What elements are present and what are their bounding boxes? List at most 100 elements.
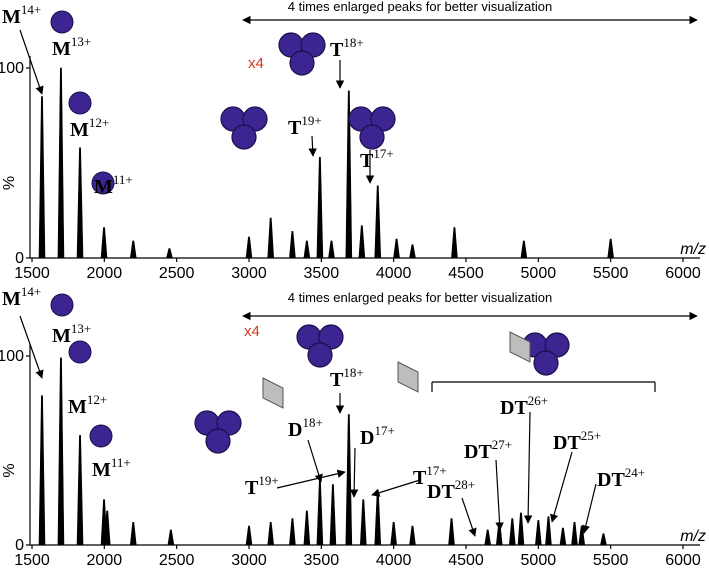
peak: [100, 227, 108, 259]
x-tick-label: 6000: [665, 265, 701, 282]
peak: [409, 525, 416, 546]
peak: [267, 217, 275, 259]
ion-charge: 12+: [89, 115, 109, 130]
ion-label: DT28+: [427, 477, 475, 503]
domain-icon: [397, 361, 419, 393]
trimer-icon: [359, 124, 385, 150]
trimer-icon: [205, 428, 231, 454]
ion-name: D: [360, 427, 374, 449]
monomer-icon: [68, 91, 92, 115]
ion-name: DT: [427, 481, 455, 503]
ion-charge: 18+: [343, 35, 363, 50]
x-tick-label: 3500: [304, 265, 340, 282]
peak: [166, 248, 173, 259]
peak: [129, 522, 137, 546]
annotation: 4 times enlarged peaks for better visual…: [288, 0, 552, 14]
peak: [129, 240, 137, 259]
ion-charge: 17+: [373, 146, 393, 161]
x-axis-label: m/z: [680, 241, 706, 258]
ion-label: DT26+: [500, 393, 548, 419]
peak: [245, 236, 253, 259]
y-tick-label: 100: [0, 348, 24, 365]
ion-label: T18+: [330, 365, 364, 391]
monomer-icon: [68, 340, 92, 364]
x-tick-label: 3000: [231, 265, 267, 282]
ion-charge: 26+: [528, 393, 548, 408]
peak: [545, 516, 552, 546]
peak: [103, 510, 111, 546]
peak: [329, 484, 337, 546]
x-tick-label: 5500: [593, 552, 629, 569]
x-tick-label: 1500: [14, 265, 50, 282]
domain-icon: [509, 331, 531, 363]
ion-label: D17+: [360, 423, 395, 449]
x-tick-label: 2500: [159, 552, 195, 569]
domain-icon: [262, 377, 284, 409]
x-tick-label: 4500: [448, 265, 484, 282]
ion-label: M14+: [2, 2, 41, 28]
peak: [374, 185, 382, 259]
ion-charge: 11+: [111, 455, 131, 470]
x-tick-label: 2000: [87, 552, 123, 569]
ion-name: M: [52, 325, 71, 347]
peak: [451, 227, 458, 259]
ion-charge: 28+: [455, 477, 475, 492]
peak: [607, 238, 615, 259]
peak: [508, 518, 516, 546]
x-tick-label: 5500: [593, 265, 629, 282]
peak: [535, 520, 542, 546]
peak: [559, 527, 567, 546]
arrow: [19, 29, 44, 95]
arrow: [276, 469, 346, 489]
arrow: [307, 439, 323, 483]
ion-label: DT24+: [597, 465, 645, 491]
x-tick-label: 5000: [521, 265, 557, 282]
arrow: [19, 315, 44, 379]
peak: [345, 90, 353, 259]
monomer-icon: [91, 171, 115, 195]
arrow: [581, 483, 597, 534]
ion-name: T: [245, 477, 259, 499]
peak: [600, 533, 607, 546]
ion-name: M: [2, 288, 21, 310]
ion-name: M: [92, 459, 111, 481]
y-tick-label: 0: [15, 537, 24, 554]
x-tick-label: 4000: [376, 552, 412, 569]
ion-name: T: [360, 150, 374, 172]
peak: [359, 499, 367, 546]
arrow: [495, 459, 504, 531]
peak: [390, 522, 398, 546]
peak: [520, 240, 528, 259]
trimer-icon: [289, 50, 315, 76]
peak: [289, 231, 296, 259]
peak: [448, 518, 455, 546]
peak: [289, 518, 296, 546]
trimer-icon: [533, 350, 559, 376]
peak: [374, 489, 382, 546]
ion-name: T: [288, 117, 302, 139]
x-tick-label: 6000: [665, 552, 701, 569]
y-axis-label: %: [1, 176, 18, 190]
arrow: [461, 497, 477, 537]
arrow: [349, 447, 359, 498]
monomer-icon: [50, 293, 74, 317]
ion-label: M11+: [94, 172, 133, 198]
ion-charge: 17+: [426, 463, 446, 478]
ion-label: M13+: [52, 34, 91, 60]
arrow: [308, 135, 317, 157]
peak: [484, 529, 492, 546]
x-tick-label: 2000: [87, 265, 123, 282]
x-tick-label: 4500: [448, 552, 484, 569]
ion-label: M13+: [52, 321, 91, 347]
ion-charge: 18+: [302, 415, 322, 430]
ion-name: DT: [500, 397, 528, 419]
x-axis-label: m/z: [680, 528, 706, 545]
monomer-icon: [89, 424, 113, 448]
arrow: [550, 451, 573, 523]
ion-label: M12+: [70, 115, 109, 141]
peak: [267, 522, 275, 546]
ion-charge: 18+: [343, 365, 363, 380]
ion-label: M14+: [2, 284, 41, 310]
ion-name: DT: [464, 441, 492, 463]
